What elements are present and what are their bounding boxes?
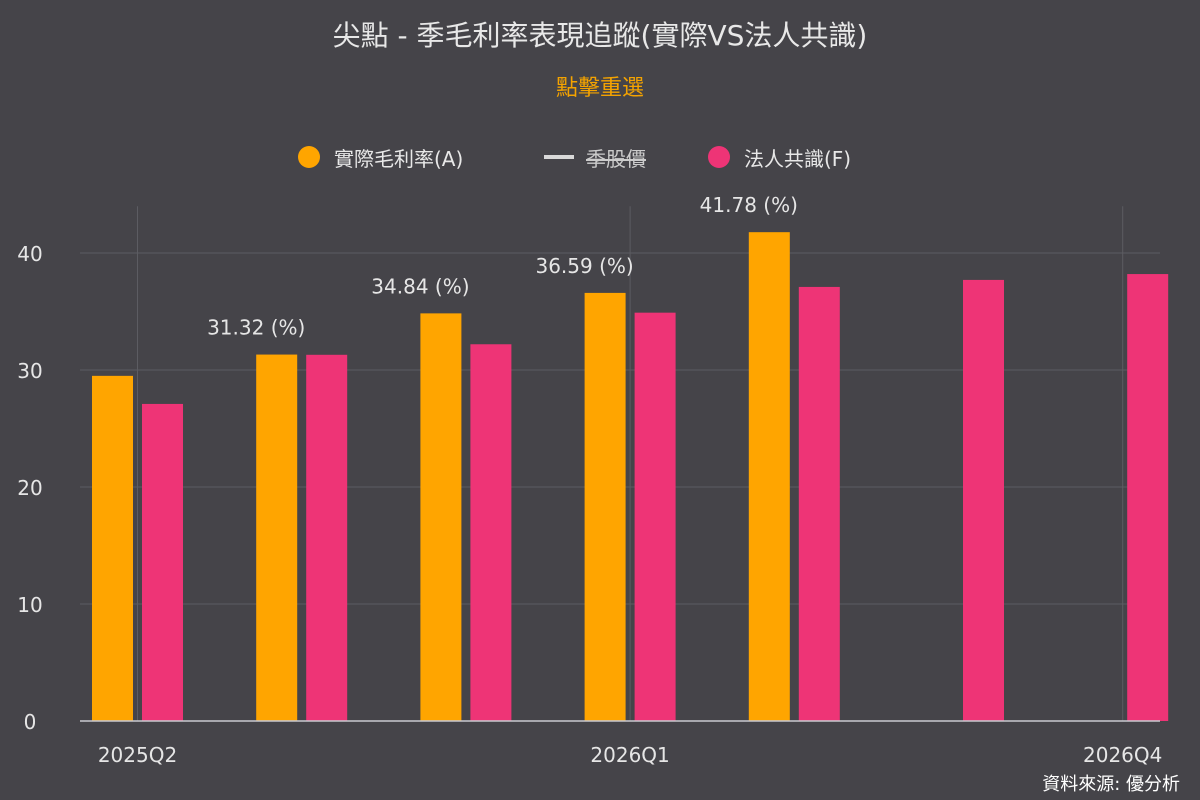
x-tick-label: 2026Q1 bbox=[590, 743, 669, 767]
y-tick-label: 20 bbox=[17, 476, 42, 500]
bar-actual bbox=[256, 354, 298, 721]
bar-actual bbox=[748, 232, 790, 721]
legend-label-actual: 實際毛利率(A) bbox=[334, 146, 464, 171]
bar-consensus bbox=[306, 354, 348, 721]
legend-item-price[interactable]: 季股價 bbox=[544, 142, 646, 172]
y-tick-label: 10 bbox=[17, 593, 42, 617]
bar-consensus bbox=[1127, 274, 1169, 721]
data-label: 31.32 (%) bbox=[207, 316, 305, 340]
legend: 實際毛利率(A) 季股價 法人共識(F) bbox=[0, 142, 1200, 172]
legend-item-actual[interactable]: 實際毛利率(A) bbox=[298, 142, 463, 172]
bar-actual bbox=[420, 313, 462, 721]
y-tick-label: 0 bbox=[24, 710, 37, 734]
y-tick-label: 40 bbox=[17, 242, 42, 266]
x-tick-label: 2025Q2 bbox=[98, 743, 177, 767]
bar-consensus bbox=[634, 312, 676, 721]
y-tick-label: 30 bbox=[17, 359, 42, 383]
bar-actual bbox=[92, 375, 133, 721]
data-label: 36.59 (%) bbox=[535, 254, 633, 278]
bar-actual bbox=[584, 292, 626, 721]
reselect-link[interactable]: 點擊重選 bbox=[555, 76, 644, 101]
data-label: 34.84 (%) bbox=[371, 274, 469, 298]
legend-item-consensus[interactable]: 法人共識(F) bbox=[708, 142, 851, 172]
bar-consensus bbox=[963, 279, 1004, 721]
legend-dot-actual bbox=[298, 146, 320, 168]
legend-label-price: 季股價 bbox=[586, 146, 646, 171]
bar-consensus bbox=[798, 286, 840, 721]
legend-label-consensus: 法人共識(F) bbox=[744, 146, 852, 171]
bar-consensus bbox=[142, 403, 183, 721]
legend-dot-consensus bbox=[708, 146, 730, 168]
legend-line-price bbox=[544, 155, 574, 159]
source-note: 資料來源: 優分析 bbox=[1042, 774, 1180, 795]
bar-consensus bbox=[470, 344, 512, 721]
data-label: 41.78 (%) bbox=[700, 193, 798, 217]
chart-title: 尖點 - 季毛利率表現追蹤(實際VS法人共識) bbox=[332, 19, 868, 52]
x-tick-label: 2026Q4 bbox=[1083, 743, 1162, 767]
